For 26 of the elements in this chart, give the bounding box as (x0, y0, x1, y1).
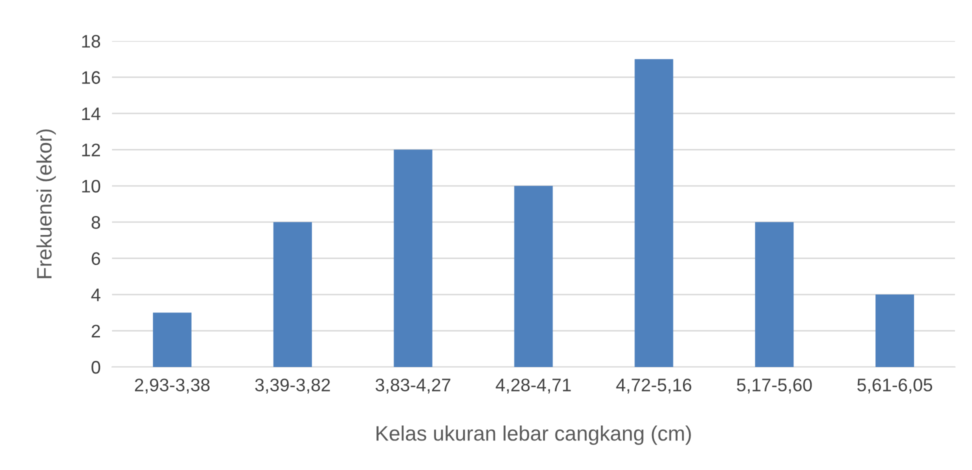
bar (394, 150, 432, 367)
bar (273, 222, 312, 367)
y-tick-label: 16 (82, 71, 100, 84)
y-tick-label: 6 (92, 252, 100, 266)
x-tick-label: 2,93-3,38 (134, 378, 210, 394)
bar (634, 59, 674, 367)
y-tick-label: 8 (92, 216, 100, 229)
y-tick-label: 14 (82, 108, 100, 120)
bar (514, 186, 553, 367)
y-tick-label: 12 (82, 144, 100, 156)
bar (876, 294, 914, 367)
y-tick-label: 0 (92, 360, 100, 374)
bar (152, 312, 192, 367)
x-tick-label: 4,72-5,16 (616, 378, 692, 394)
y-tick-label: 4 (91, 288, 100, 302)
x-tick-label: 3,39-3,82 (255, 378, 330, 394)
y-tick-label: 2 (92, 324, 100, 338)
y-tick-label: 18 (82, 34, 100, 48)
x-tick-label: 5,61-6,05 (857, 378, 932, 394)
x-tick-label: 4,28-4,71 (496, 378, 571, 394)
x-tick-label: 5,17-5,60 (736, 378, 812, 394)
bar (755, 222, 794, 367)
x-axis-title: Kelas ukuran lebar cangkang (cm) (376, 426, 691, 445)
y-tick-label: 10 (82, 180, 100, 193)
x-tick-label: 3,83-4,27 (376, 378, 450, 394)
y-axis-title: Frekuensi (ekor) (36, 129, 56, 278)
